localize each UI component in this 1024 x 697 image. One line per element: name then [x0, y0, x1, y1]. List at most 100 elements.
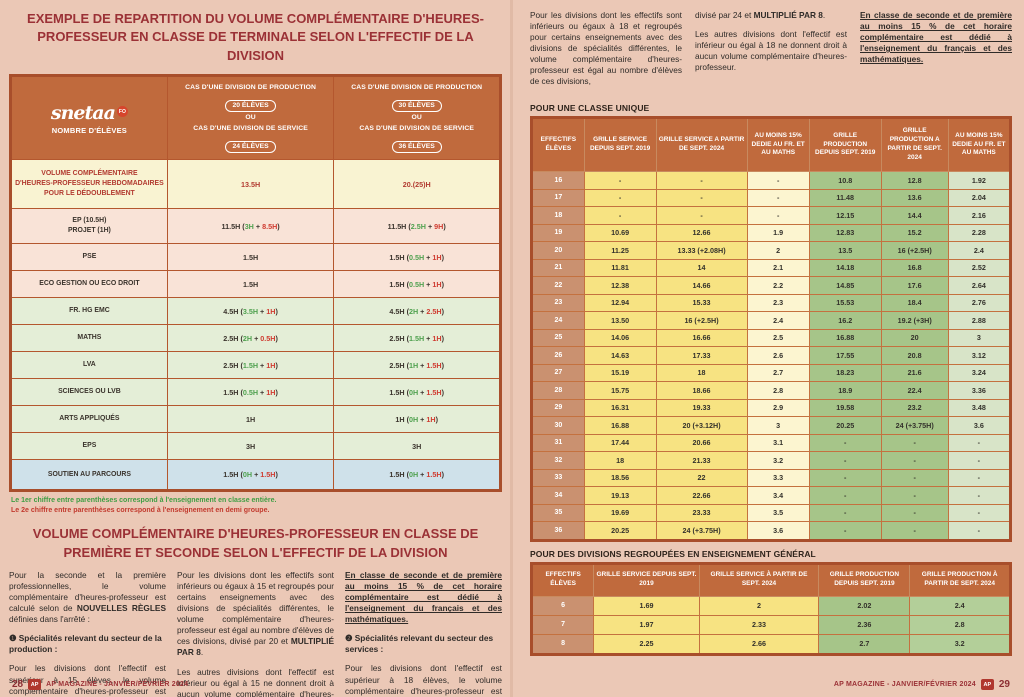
hours-cell: 2.5H (1.5H + 1H) — [333, 324, 501, 353]
paragraph: ❶ Spécialités relevant du secteur de la … — [9, 633, 162, 655]
hours-cell: 1.5H (0.5H + 1H) — [333, 270, 501, 299]
table-row: 31 17.44 20.66 3.1- - - — [531, 433, 1012, 452]
table-row: 6 1.69 2 2.02 2.4 — [530, 595, 1011, 616]
case-line: CAS D'UNE DIVISION DE PRODUCTION — [351, 84, 483, 92]
value-cell: - — [808, 433, 882, 452]
value-cell: 20.8 — [880, 346, 949, 365]
value-cell: 2.7 — [818, 633, 911, 655]
effectif-cell: 35 — [531, 503, 585, 522]
value-cell: 1.69 — [593, 595, 700, 616]
column-header: GRILLE PRODUCTION DEPUIS SEPT. 2019 — [808, 117, 882, 172]
row-label: MATHS — [10, 324, 168, 353]
value-cell: - — [808, 451, 882, 470]
hours-cell: 4.5H (2H + 2.5H) — [333, 297, 501, 326]
full-class-hours: 0H — [408, 470, 419, 480]
value-cell: 11.81 — [583, 258, 657, 277]
value-cell: 3.2 — [746, 451, 810, 470]
value-cell: - — [947, 433, 1012, 452]
case-column-header: CAS D'UNE DIVISION DE PRODUCTION 30 ÉLÈVE… — [333, 75, 501, 161]
value-cell: - — [947, 486, 1012, 505]
effectif-cell: 24 — [531, 311, 585, 330]
table-row: 16- - -10.8 12.8 1.92 — [531, 171, 1012, 190]
column-header: AU MOINS 15% DEDIE AU FR. ET AU MATHS — [746, 117, 810, 172]
value-cell: 15.75 — [583, 381, 657, 400]
paragraph: Pour la seconde et la première professio… — [9, 570, 166, 625]
effectif-cell: 6 — [530, 595, 595, 616]
value-cell: 3.24 — [947, 363, 1012, 382]
value-cell: 17.33 — [655, 346, 748, 365]
table-row: 27 15.19 18 2.7 18.23 21.6 3.24 — [531, 363, 1012, 382]
value-cell: 2.4 — [947, 241, 1012, 260]
value-cell: 12.38 — [583, 276, 657, 295]
half-group-hours: 1.5H — [260, 470, 276, 480]
students-count-header: snetaa FO NOMBRE D'ÉLÈVES — [10, 75, 168, 161]
footnote-full-class: Le 1er chiffre entre parenthèses corresp… — [11, 497, 277, 505]
effectif-cell: 7 — [530, 614, 595, 635]
value-cell: 21.6 — [880, 363, 949, 382]
column-header: GRILLE SERVICE DEPUIS SEPT. 2019 — [593, 562, 700, 597]
full-class-hours: 0H — [242, 470, 253, 480]
hours-cell: 1.5H (0.5H + 1H) — [333, 243, 501, 272]
paragraph: Les autres divisions dont l'effectif est… — [695, 29, 847, 73]
effectif-cell: 31 — [531, 433, 585, 452]
row-label: EP (10.5H) PROJET (1H) — [10, 208, 168, 245]
ap-magazine-logo: AP — [28, 679, 42, 690]
value-cell: 16.8 — [880, 258, 949, 277]
value-cell: - — [655, 206, 748, 225]
hours-cell: 1.5H (0H + 1.5H) — [166, 459, 335, 492]
value-cell: - — [808, 468, 882, 487]
case-line: CAS D'UNE DIVISION DE SERVICE — [193, 124, 308, 132]
value-cell: 11.48 — [808, 188, 882, 207]
value-cell: 2.4 — [909, 595, 1011, 616]
value-cell: 14.63 — [583, 346, 657, 365]
classe-unique-table-slot: EFFECTIFS ÉLÈVES GRILLE SERVICE DEPUIS SE… — [530, 116, 1012, 542]
value-cell: 17.44 — [583, 433, 657, 452]
column-header: AU MOINS 15% DEDIE AU FR. ET AU MATHS — [947, 117, 1012, 172]
value-cell: 11.25 — [583, 241, 657, 260]
value-cell: 21.33 — [655, 451, 748, 470]
paragraph: Pour les divisions dont les effectifs so… — [530, 10, 682, 87]
value-cell: 12.94 — [583, 293, 657, 312]
hours-cell: 2.5H (1.5H + 1H) — [166, 351, 335, 380]
value-cell: 3.3 — [746, 468, 810, 487]
value-cell: 2.76 — [947, 293, 1012, 312]
text-column: Pour la seconde et la première professio… — [9, 570, 166, 697]
value-cell: - — [655, 171, 748, 190]
section-label-regroupees: POUR DES DIVISIONS REGROUPÉES EN ENSEIGN… — [530, 548, 816, 559]
table-row: 7 1.97 2.33 2.36 2.8 — [530, 614, 1011, 635]
table-row: 25 14.06 16.66 2.5 16.88 20 3 — [531, 328, 1012, 347]
table-row: EPS 3H 3H — [10, 432, 501, 461]
value-cell: 20 — [880, 328, 949, 347]
value-cell: 2.28 — [947, 223, 1012, 242]
value-cell: 23.2 — [880, 398, 949, 417]
half-group-hours: 1H — [266, 360, 276, 370]
value-cell: 18.56 — [583, 468, 657, 487]
footer-text: AP MAGAZINE - JANVIER/FÉVRIER 2024 — [833, 681, 976, 688]
page-fold — [510, 0, 513, 697]
value-cell: 1.92 — [947, 171, 1012, 190]
value-cell: 13.5 — [808, 241, 882, 260]
value-cell: 15.2 — [880, 223, 949, 242]
effectif-cell: 26 — [531, 346, 585, 365]
full-class-hours: 0.5H — [242, 387, 259, 397]
full-class-hours: 0H — [408, 414, 419, 424]
paragraph: En classe de seconde et de première au m… — [345, 570, 502, 625]
value-cell: 3 — [746, 416, 810, 435]
column-header: GRILLE SERVICE DEPUIS SEPT. 2019 — [583, 117, 657, 172]
table-row: 20 11.25 13.33 (+2.08H) 2 13.5 16 (+2.5H) 2.4 — [531, 241, 1012, 260]
footer-left: 28 AP AP MAGAZINE - JANVIER/FÉVRIER 2024 — [12, 679, 188, 690]
table-row: 35 19.69 23.33 3.5- - - — [531, 503, 1012, 522]
value-cell: 24 (+3.75H) — [880, 416, 949, 435]
column-header: GRILLE SERVICE A PARTIR DE SEPT. 2024 — [655, 117, 748, 172]
effectif-cell: 17 — [531, 188, 585, 207]
effectif-cell: 30 — [531, 416, 585, 435]
hours-cell: 1H — [166, 405, 335, 434]
value-cell: 2.5 — [746, 328, 810, 347]
value-cell: 2.2 — [746, 276, 810, 295]
full-class-hours: 0H — [408, 387, 419, 397]
half-group-hours: 1H — [432, 252, 442, 262]
regroupees-table: EFFECTIFS ÉLÈVES GRILLE SERVICE DEPUIS SE… — [530, 561, 1012, 656]
full-class-hours: 3.5H — [242, 306, 259, 316]
value-cell: - — [880, 486, 949, 505]
value-cell: 14 — [655, 258, 748, 277]
